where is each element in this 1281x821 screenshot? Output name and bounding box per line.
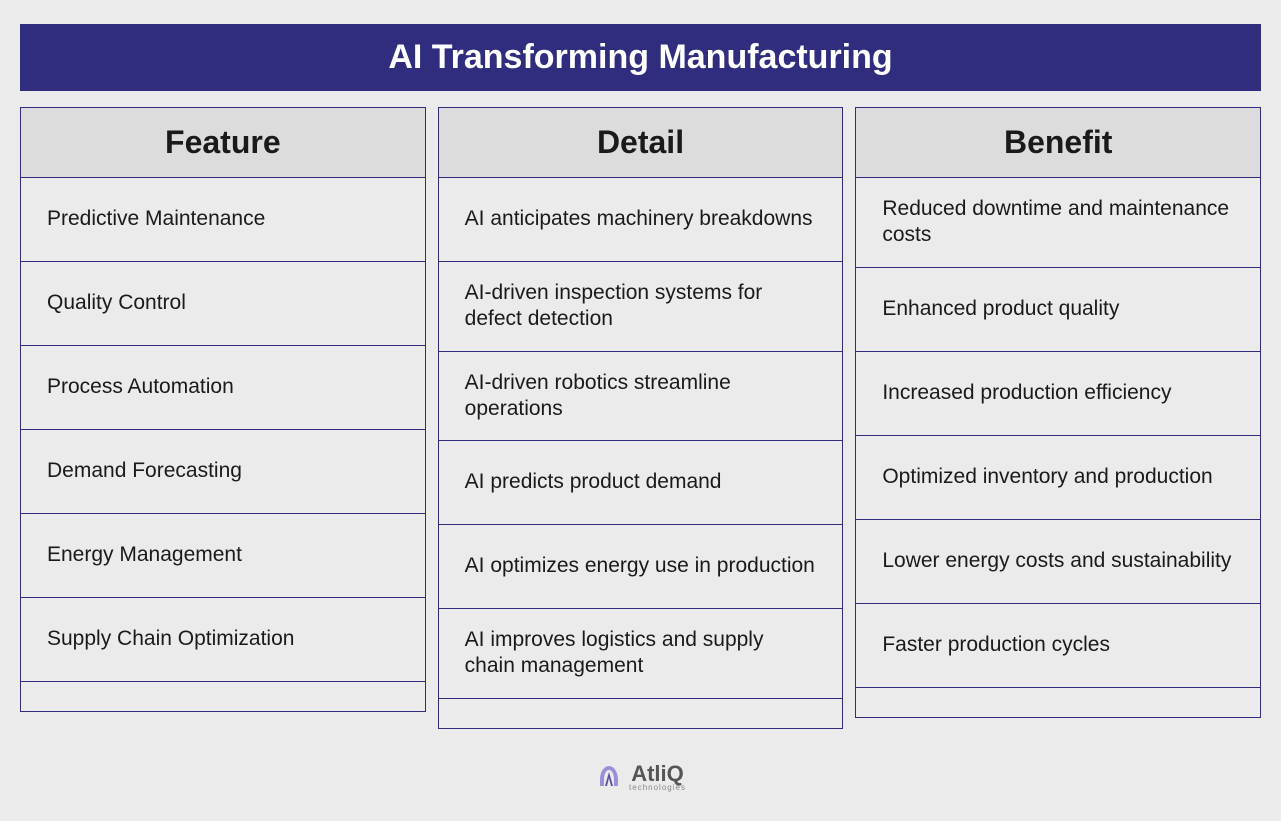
table-cell: Faster production cycles [855, 604, 1261, 688]
table-filler [855, 688, 1261, 718]
table-cell: Energy Management [20, 514, 426, 598]
column-benefit: Benefit Reduced downtime and maintenance… [855, 107, 1261, 729]
table-cell: AI-driven robotics streamline operations [438, 352, 844, 442]
table-filler [438, 699, 844, 729]
table-cell: AI optimizes energy use in production [438, 525, 844, 609]
table-cell: AI-driven inspection systems for defect … [438, 262, 844, 352]
table-cell: Demand Forecasting [20, 430, 426, 514]
table-cell: AI predicts product demand [438, 441, 844, 525]
table-cell: Enhanced product quality [855, 268, 1261, 352]
table-cell: Lower energy costs and sustainability [855, 520, 1261, 604]
table-cell: Quality Control [20, 262, 426, 346]
table-cell: Process Automation [20, 346, 426, 430]
table-cell: Increased production efficiency [855, 352, 1261, 436]
column-feature: Feature Predictive Maintenance Quality C… [20, 107, 426, 729]
column-header-feature: Feature [20, 107, 426, 178]
page-title: AI Transforming Manufacturing [20, 24, 1261, 91]
table-cell: Supply Chain Optimization [20, 598, 426, 682]
table-cell: Predictive Maintenance [20, 178, 426, 262]
atliq-logo-icon [595, 762, 623, 790]
column-header-detail: Detail [438, 107, 844, 178]
logo-name: AtliQ [631, 761, 684, 786]
table-cell: AI improves logistics and supply chain m… [438, 609, 844, 699]
table-filler [20, 682, 426, 712]
table-cell: AI anticipates machinery breakdowns [438, 178, 844, 262]
column-detail: Detail AI anticipates machinery breakdow… [438, 107, 844, 729]
column-header-benefit: Benefit [855, 107, 1261, 178]
table-cell: Optimized inventory and production [855, 436, 1261, 520]
footer-logo: AtliQ technologies [20, 761, 1261, 796]
table-columns: Feature Predictive Maintenance Quality C… [20, 107, 1261, 729]
table-cell: Reduced downtime and maintenance costs [855, 178, 1261, 268]
